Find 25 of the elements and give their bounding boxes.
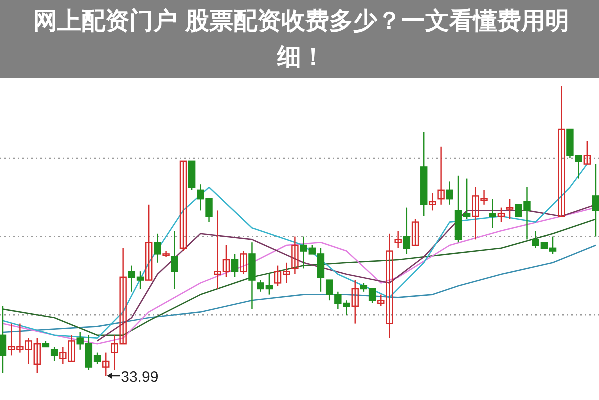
candlestick: [592, 164, 599, 238]
chart-title: 网上配资门户 股票配资收费多少？一文看懂费用明细！: [0, 0, 599, 78]
candlestick: [292, 236, 299, 276]
candlestick: [171, 230, 178, 290]
candlestick: [394, 230, 402, 249]
candlestick: [489, 198, 496, 229]
candlestick: [240, 250, 248, 276]
candlestick: [558, 85, 566, 218]
candlestick: [446, 181, 454, 206]
candlestick: [506, 198, 514, 220]
candlestick: [403, 207, 411, 255]
candlestick: [412, 218, 420, 246]
candlestick: [154, 233, 162, 264]
candlestick: [498, 207, 506, 223]
candlestick: [180, 160, 188, 252]
candlestick: [50, 346, 58, 362]
candlestick: [0, 306, 7, 374]
candlestick: [429, 192, 436, 212]
annotation: 33.99: [121, 369, 159, 386]
candlestick: [438, 146, 445, 206]
candlestick: [102, 352, 110, 377]
candlestick: [231, 254, 239, 278]
candlestick: [146, 204, 153, 281]
candlestick: [584, 140, 592, 165]
candlestick: [352, 280, 359, 324]
